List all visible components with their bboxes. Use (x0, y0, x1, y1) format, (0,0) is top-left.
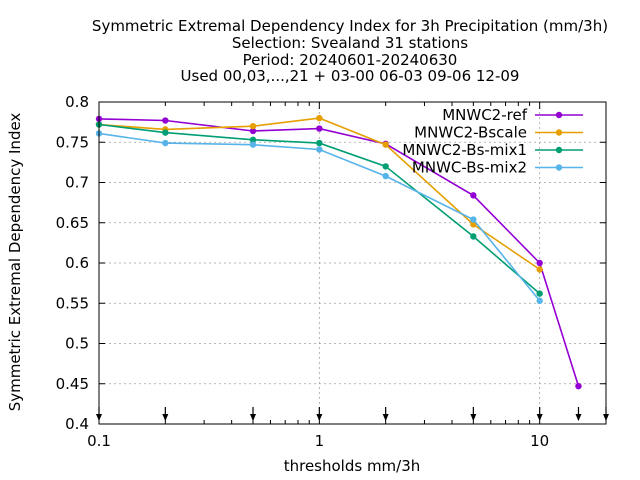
series-point (382, 172, 389, 180)
threshold-arrow-head (250, 414, 257, 421)
y-tick-label: 0.7 (65, 174, 89, 192)
y-tick-label: 0.4 (65, 415, 89, 433)
legend-marker (555, 146, 563, 154)
x-tick-label: 0.1 (87, 432, 111, 450)
legend-label: MNWC2-Bs-mix1 (402, 141, 527, 159)
legend-label: MNWC2-Bscale (414, 124, 527, 142)
y-tick-label: 0.55 (56, 294, 89, 312)
series-line (98, 118, 580, 387)
y-tick-label: 0.8 (65, 93, 89, 111)
title-line-1: Symmetric Extremal Dependency Index for … (92, 17, 608, 35)
legend-marker (555, 111, 563, 119)
y-tick-label: 0.5 (65, 335, 89, 353)
series-point (162, 117, 169, 124)
series-point (382, 141, 389, 148)
legend: MNWC2-refMNWC2-BscaleMNWC2-Bs-mix1MNWC-B… (402, 106, 583, 177)
title-line-3: Period: 20240601-20240630 (243, 51, 458, 69)
y-tick-label: 0.45 (56, 375, 89, 393)
series-point (316, 139, 323, 147)
series-point (536, 297, 543, 305)
x-tick-label: 1 (315, 432, 325, 450)
threshold-arrow-head (382, 414, 389, 421)
series-point (249, 141, 257, 148)
y-axis-label: Symmetric Extremal Dependency Index (6, 113, 24, 412)
series-point (162, 129, 169, 136)
chart-title: Symmetric Extremal Dependency Index for … (92, 17, 608, 85)
threshold-arrow-markers (96, 407, 609, 421)
series-point (575, 382, 582, 390)
series-point (249, 136, 257, 144)
series-lines (95, 114, 582, 390)
legend-label: MNWC-Bs-mix2 (412, 159, 527, 177)
y-tick-label: 0.6 (65, 254, 89, 272)
threshold-arrow-head (575, 414, 582, 421)
x-axis-label: thresholds mm/3h (284, 457, 421, 475)
series-point (536, 259, 543, 267)
threshold-arrow-head (470, 414, 477, 421)
series-point (316, 146, 323, 153)
series-point (162, 139, 169, 147)
legend-marker (555, 164, 563, 171)
title-line-4: Used 00,03,...,21 + 03-00 06-03 09-06 12… (181, 67, 520, 85)
axis-ticks: 0.4 0.45 0.5 0.55 0.6 0.65 0.7 0.75 0.8 0.1 1 10 (56, 93, 606, 450)
series-point (316, 114, 323, 122)
y-tick-label: 0.75 (56, 133, 89, 151)
series-point (316, 125, 323, 132)
series-point (382, 163, 389, 170)
series-point (470, 192, 477, 199)
x-tick-label: 10 (530, 432, 549, 450)
series-point (470, 233, 477, 240)
title-line-2: Selection: Svealand 31 stations (232, 34, 468, 52)
series-point (536, 266, 543, 273)
series-point (249, 122, 257, 130)
threshold-arrow-head (162, 414, 169, 421)
series-point (536, 290, 543, 297)
legend-marker (555, 129, 563, 136)
y-tick-label: 0.65 (56, 214, 89, 232)
legend-label: MNWC2-ref (442, 106, 527, 124)
series-point (470, 216, 477, 223)
series-point (249, 127, 257, 135)
